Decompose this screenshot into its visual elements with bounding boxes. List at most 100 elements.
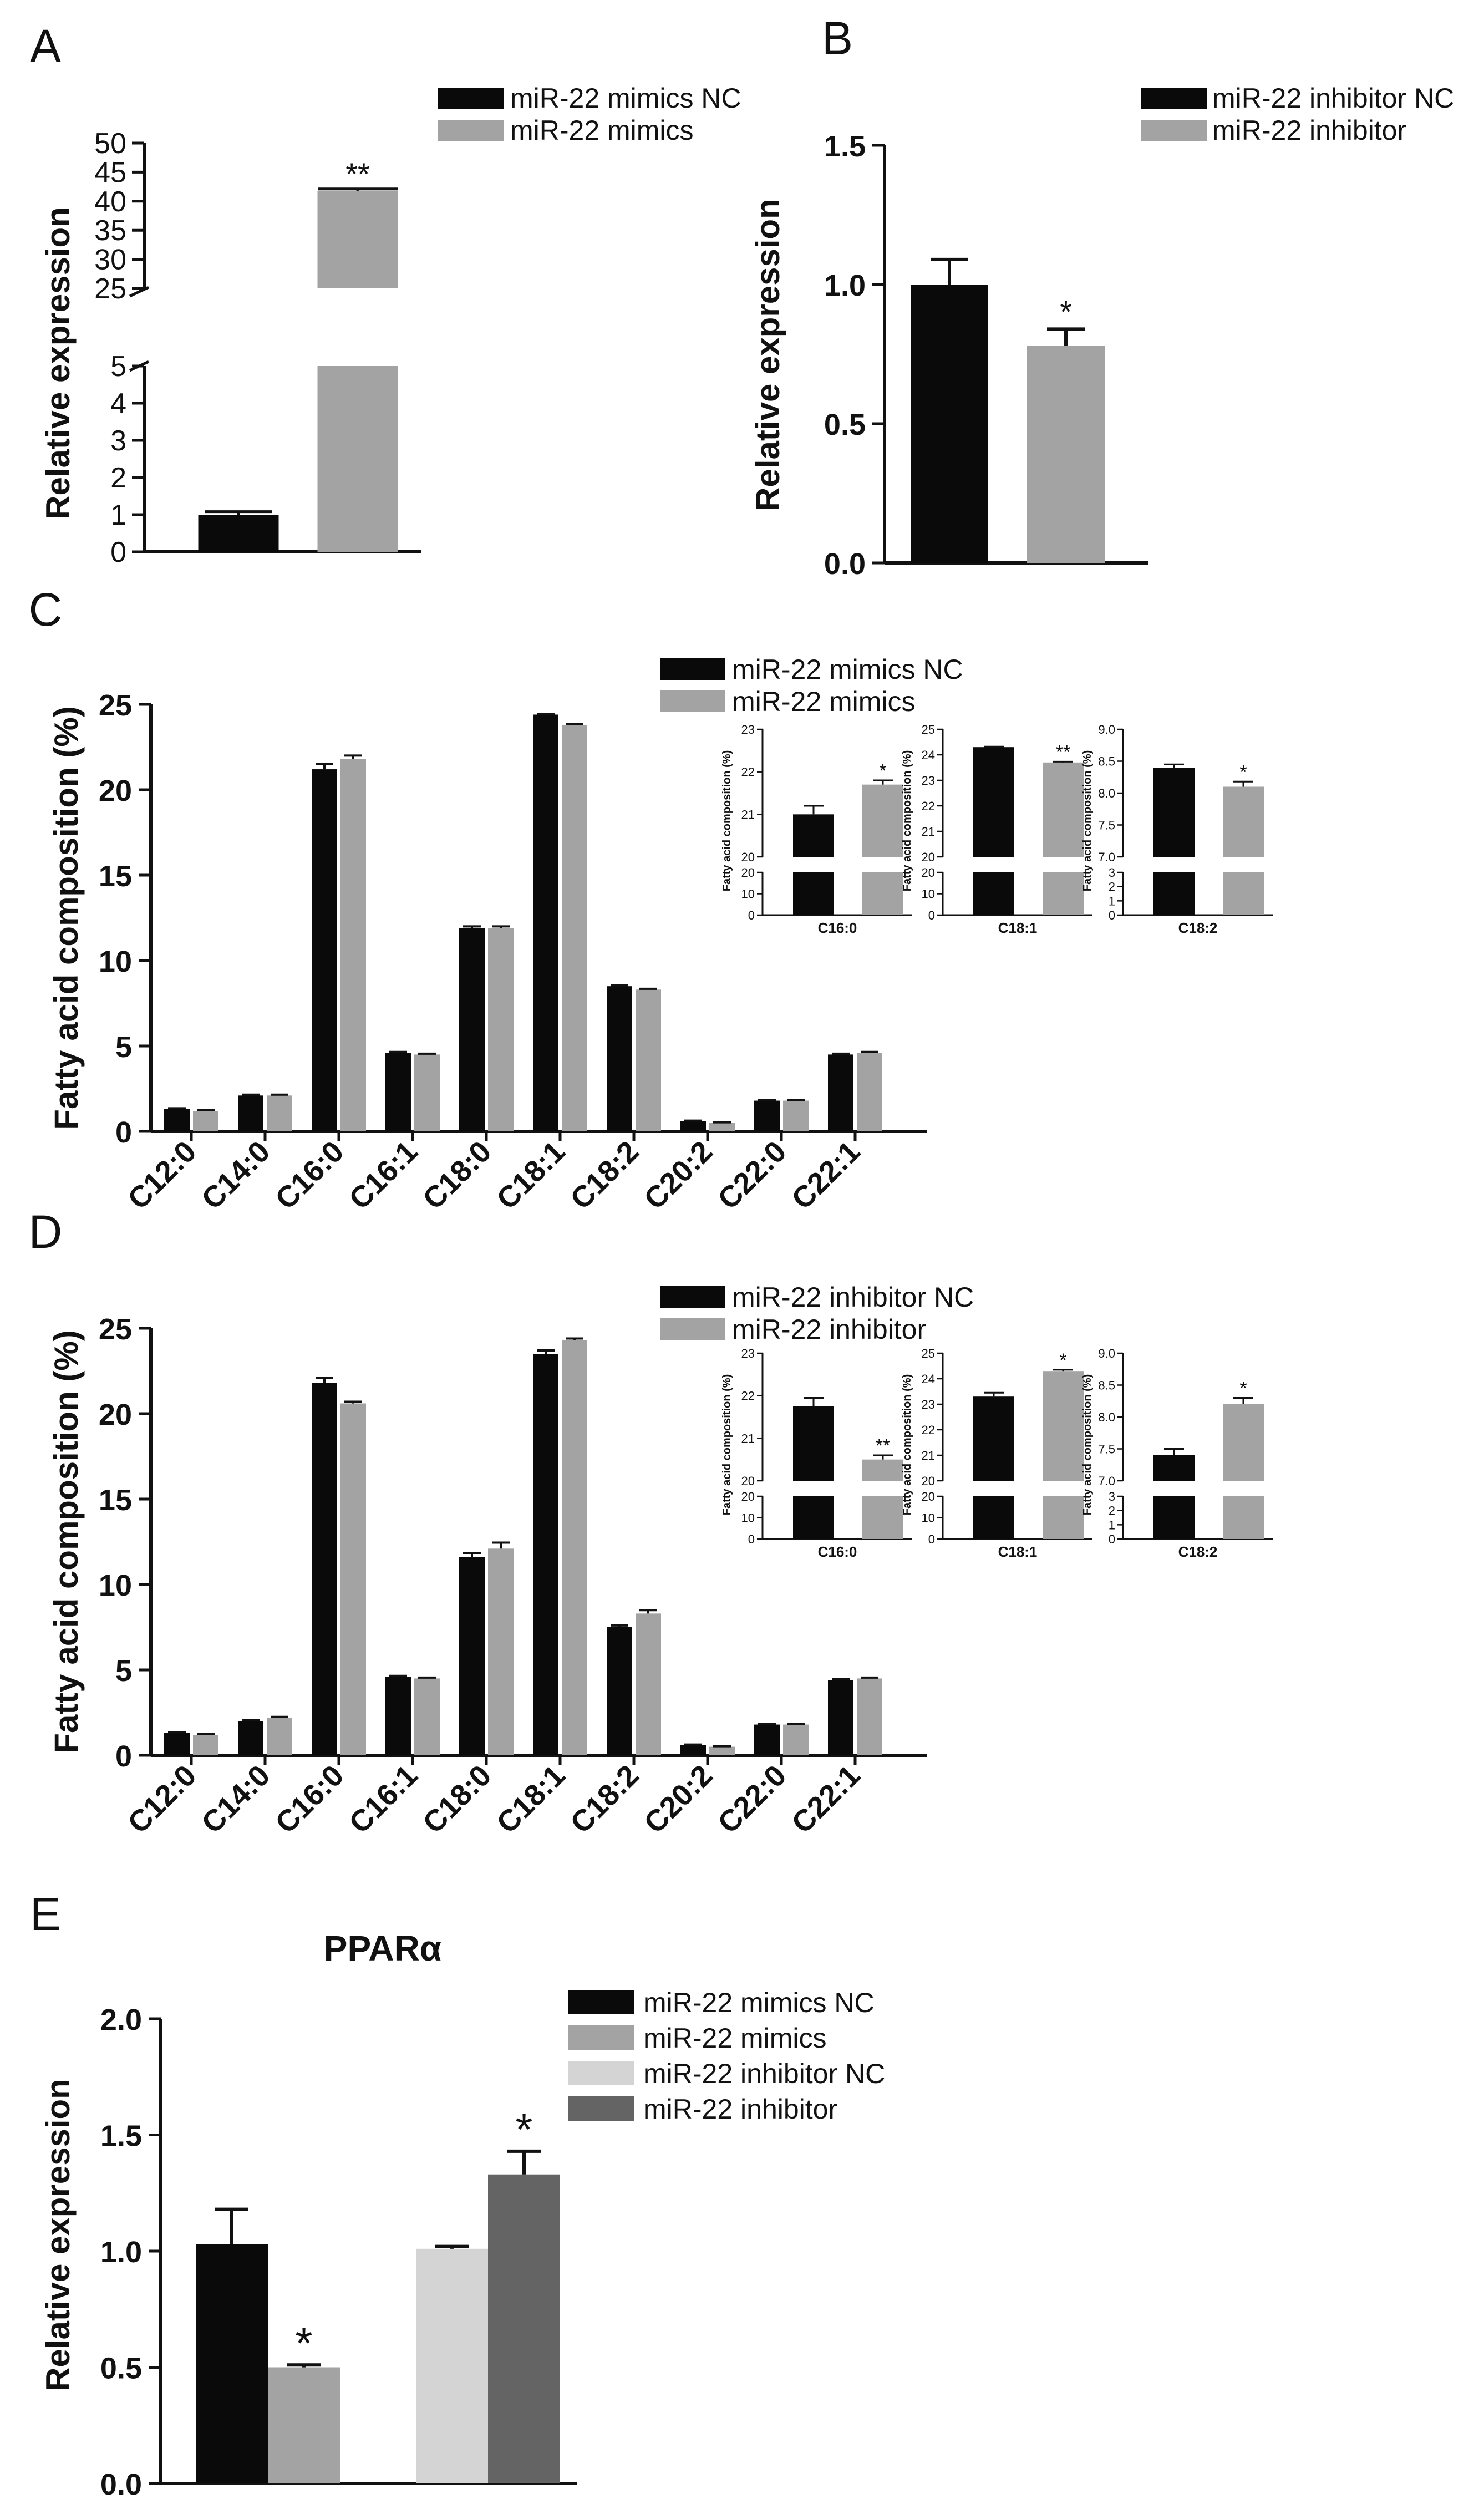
bar <box>607 1627 632 1755</box>
bar <box>164 1733 190 1755</box>
bar <box>340 1403 366 1755</box>
bar <box>414 1678 440 1755</box>
legend-label: miR-22 inhibitor NC <box>1212 83 1454 114</box>
inset-tick-label: 23 <box>922 1398 935 1411</box>
bar <box>267 1718 292 1755</box>
significance-label: * <box>1060 294 1072 329</box>
y-axis-label: Relative expression <box>39 207 77 520</box>
inset-tick-label: 23 <box>922 774 935 788</box>
inset-significance-label: * <box>879 760 886 781</box>
inset-tick-label: 20 <box>741 1474 755 1488</box>
y-tick-label: 15 <box>99 860 132 893</box>
inset-tick-label: 0 <box>928 908 935 922</box>
panel-label: A <box>30 20 61 72</box>
bar <box>636 1613 661 1755</box>
inset-tick-label: 3 <box>1109 866 1115 880</box>
legend-label: miR-22 inhibitor <box>732 1314 926 1345</box>
inset-tick-label: 7.0 <box>1098 850 1115 864</box>
bar <box>636 989 661 1131</box>
y-tick-label: 35 <box>94 215 126 247</box>
y-tick-label: 50 <box>94 128 126 160</box>
inset-category-label: C18:1 <box>998 920 1038 936</box>
inset-category-label: C18:2 <box>1178 1543 1218 1560</box>
y-tick-label: 10 <box>99 945 132 978</box>
significance-label: * <box>515 2105 532 2154</box>
inset-tick-label: 22 <box>922 1423 935 1437</box>
inset-tick-label: 21 <box>741 807 755 821</box>
bar <box>857 1053 882 1131</box>
inset-bar <box>862 1459 903 1481</box>
inset-bar <box>1223 786 1264 857</box>
bar <box>488 1548 514 1755</box>
y-axis-label: Fatty acid composition (%) <box>48 1330 85 1753</box>
inset-category-label: C18:1 <box>998 1543 1038 1560</box>
inset-tick-label: 22 <box>741 1389 755 1403</box>
bar <box>562 1340 587 1755</box>
bar <box>238 1721 263 1755</box>
legend-swatch <box>660 1286 725 1308</box>
inset-tick-label: 0 <box>1109 1532 1115 1546</box>
legend-label: miR-22 mimics <box>643 2023 827 2054</box>
legend-label: miR-22 inhibitor <box>643 2094 837 2125</box>
bar <box>238 1095 263 1131</box>
bar <box>857 1678 882 1755</box>
legend-label: miR-22 mimics NC <box>510 83 741 114</box>
inset-bar <box>1153 1496 1195 1539</box>
bar <box>198 515 279 552</box>
inset-tick-label: 20 <box>922 866 935 880</box>
inset-y-label: Fatty acid composition (%) <box>901 750 913 891</box>
legend-label: miR-22 mimics NC <box>732 654 963 685</box>
inset-tick-label: 20 <box>922 850 935 864</box>
bar <box>267 1095 292 1131</box>
legend-swatch <box>1141 88 1207 109</box>
y-tick-label: 20 <box>99 774 132 807</box>
bar <box>754 1724 780 1755</box>
y-tick-label: 0.5 <box>100 2352 142 2385</box>
inset-tick-label: 8.0 <box>1098 786 1115 800</box>
bar <box>459 928 485 1131</box>
legend-label: miR-22 mimics <box>732 686 916 717</box>
bar <box>680 1121 706 1131</box>
inset-bar <box>1223 872 1264 915</box>
bar <box>680 1745 706 1755</box>
legend-swatch <box>568 2061 634 2085</box>
inset-tick-label: 8.0 <box>1098 1410 1115 1424</box>
y-tick-label: 15 <box>99 1484 132 1517</box>
legend-swatch <box>660 1318 725 1340</box>
y-tick-label: 0.5 <box>824 408 866 441</box>
bar <box>196 2244 268 2483</box>
inset-category-label: C16:0 <box>818 920 857 936</box>
inset-tick-label: 21 <box>741 1431 755 1445</box>
inset-tick-label: 24 <box>922 1372 935 1386</box>
legend-swatch <box>660 690 725 712</box>
panel-e: E PPARα 0.0 0.5 1.0 1.5 2.0 Relative expression… <box>30 1888 885 2501</box>
inset-y-label: Fatty acid composition (%) <box>721 1374 733 1515</box>
bar <box>414 1054 440 1131</box>
bar <box>312 769 337 1131</box>
bar <box>1027 346 1105 563</box>
inset-tick-label: 8.5 <box>1098 755 1115 769</box>
bar <box>828 1054 853 1131</box>
y-axis-label: Fatty acid composition (%) <box>48 706 85 1129</box>
bar <box>164 1109 190 1131</box>
y-tick-label: 1.0 <box>100 2236 142 2269</box>
y-tick-label: 0 <box>110 536 126 568</box>
y-tick-label: 1.5 <box>100 2120 142 2153</box>
inset-category-label: C18:2 <box>1178 920 1218 936</box>
inset-bar <box>862 784 903 857</box>
y-axis-label: Relative expression <box>749 199 786 511</box>
inset-tick-label: 10 <box>922 1511 935 1525</box>
legend-swatch <box>438 88 504 109</box>
bar <box>783 1724 809 1755</box>
y-tick-label: 0 <box>115 1740 132 1773</box>
inset-bar <box>862 872 903 915</box>
inset-category-label: C16:0 <box>818 1543 857 1560</box>
inset-tick-label: 20 <box>741 866 755 880</box>
inset-bar <box>1043 872 1084 915</box>
bar <box>709 1746 735 1755</box>
inset-tick-label: 2 <box>1109 1504 1115 1518</box>
significance-label: ** <box>345 156 370 191</box>
legend-label: miR-22 mimics NC <box>643 1987 875 2018</box>
y-tick-label: 10 <box>99 1569 132 1602</box>
